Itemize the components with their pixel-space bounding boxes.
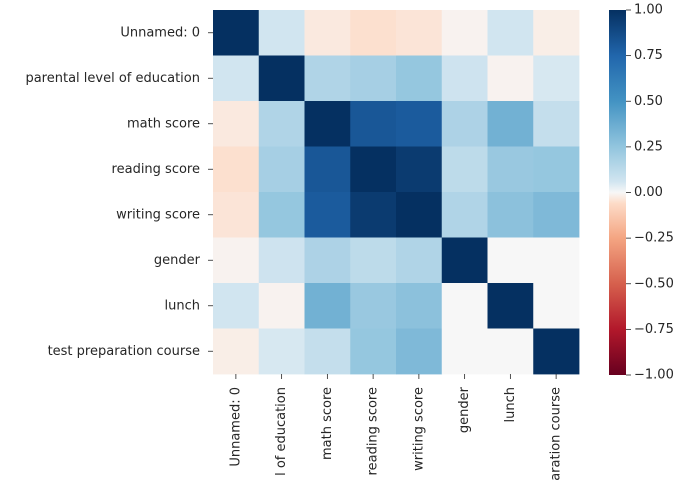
column-tick-label: l of education bbox=[274, 387, 289, 476]
colorbar-tick-label: 0.50 bbox=[634, 94, 663, 109]
row-tick-label: parental level of education bbox=[25, 71, 200, 86]
column-tick-label: aration course bbox=[549, 387, 564, 481]
heatmap-cell bbox=[441, 10, 488, 56]
heatmap-cell bbox=[533, 55, 580, 102]
heatmap-cell bbox=[487, 101, 534, 147]
heatmap-cell bbox=[487, 55, 534, 102]
heatmap-cell bbox=[304, 146, 351, 193]
heatmap-cell bbox=[487, 10, 534, 56]
heatmap-cell bbox=[304, 101, 351, 147]
heatmap-cell bbox=[258, 283, 305, 329]
heatmap-cell bbox=[213, 146, 260, 193]
heatmap-cell bbox=[304, 55, 351, 102]
row-tick-label: lunch bbox=[165, 298, 200, 313]
heatmap-cell bbox=[396, 283, 443, 329]
colorbar-tick-label: 0.25 bbox=[634, 139, 663, 154]
row-tick-label: Unnamed: 0 bbox=[120, 25, 200, 40]
heatmap-cell bbox=[258, 192, 305, 238]
heatmap-cell bbox=[350, 101, 397, 147]
column-tick-label: Unnamed: 0 bbox=[228, 387, 243, 467]
heatmap-cell bbox=[441, 192, 488, 238]
heatmap-cell bbox=[396, 192, 443, 238]
heatmap-cell bbox=[441, 237, 488, 284]
heatmap-cell bbox=[258, 10, 305, 56]
heatmap-cell bbox=[258, 55, 305, 102]
heatmap-cell bbox=[396, 55, 443, 102]
heatmap-cell bbox=[441, 283, 488, 329]
heatmap-cell bbox=[396, 146, 443, 193]
heatmap-cell bbox=[396, 237, 443, 284]
colorbar-tick-label: 0.75 bbox=[634, 48, 663, 63]
row-tick-label: math score bbox=[127, 116, 200, 131]
heatmap-cell bbox=[396, 101, 443, 147]
heatmap-cell bbox=[213, 10, 260, 56]
colorbar: 1.00 0.75 0.50 0.25 0.00 −0.25 −0.50 −0.75 −1.00 bbox=[609, 3, 674, 383]
heatmap-cell bbox=[487, 283, 534, 329]
heatmap-cell bbox=[396, 10, 443, 56]
colorbar-tick-label: −1.00 bbox=[634, 368, 674, 383]
heatmap-cell bbox=[487, 146, 534, 193]
row-tick-label: test preparation course bbox=[48, 344, 200, 359]
heatmap-cell bbox=[441, 146, 488, 193]
heatmap-cell bbox=[350, 237, 397, 284]
heatmap-cell bbox=[350, 10, 397, 56]
colorbar-tick-label: −0.75 bbox=[634, 322, 674, 337]
column-tick-label: lunch bbox=[503, 387, 518, 422]
heatmap-cell bbox=[350, 283, 397, 329]
heatmap-cell bbox=[441, 101, 488, 147]
heatmap-cell bbox=[213, 328, 260, 375]
colorbar-tick-label: −0.25 bbox=[634, 231, 674, 246]
row-labels: Unnamed: 0 parental level of education mat… bbox=[25, 25, 213, 359]
heatmap-cell bbox=[350, 55, 397, 102]
heatmap-cell bbox=[304, 283, 351, 329]
heatmap-cell bbox=[533, 101, 580, 147]
column-tick-label: math score bbox=[320, 387, 335, 460]
heatmap-cell bbox=[533, 237, 580, 284]
heatmap-cell bbox=[304, 237, 351, 284]
heatmap-cells bbox=[213, 10, 580, 375]
heatmap-cell bbox=[350, 192, 397, 238]
row-tick-label: reading score bbox=[112, 162, 200, 177]
heatmap-cell bbox=[487, 237, 534, 284]
heatmap-cell bbox=[258, 101, 305, 147]
heatmap-cell bbox=[258, 146, 305, 193]
colorbar-tick-label: 0.00 bbox=[634, 185, 663, 200]
heatmap-cell bbox=[213, 101, 260, 147]
column-tick-label: writing score bbox=[411, 387, 426, 471]
heatmap-cell bbox=[258, 237, 305, 284]
heatmap-cell bbox=[487, 192, 534, 238]
heatmap-cell bbox=[533, 10, 580, 56]
heatmap-cell bbox=[533, 283, 580, 329]
row-tick-label: writing score bbox=[116, 207, 200, 222]
heatmap-cell bbox=[350, 328, 397, 375]
heatmap-cell bbox=[350, 146, 397, 193]
heatmap-cell bbox=[441, 328, 488, 375]
heatmap-cell bbox=[304, 192, 351, 238]
heatmap-cell bbox=[213, 192, 260, 238]
heatmap-cell bbox=[304, 10, 351, 56]
heatmap-cell bbox=[487, 328, 534, 375]
colorbar-tick-label: 1.00 bbox=[634, 3, 663, 18]
heatmap-cell bbox=[258, 328, 305, 375]
column-labels: Unnamed: 0 l of education math score readin… bbox=[228, 374, 564, 481]
heatmap-cell bbox=[396, 328, 443, 375]
heatmap-cell bbox=[533, 146, 580, 193]
heatmap-cell bbox=[533, 192, 580, 238]
column-tick-label: reading score bbox=[366, 387, 381, 475]
heatmap-cell bbox=[213, 237, 260, 284]
heatmap-cell bbox=[533, 328, 580, 375]
column-tick-label: gender bbox=[457, 386, 472, 433]
colorbar-tick-label: −0.50 bbox=[634, 276, 674, 291]
heatmap-cell bbox=[304, 328, 351, 375]
heatmap-cell bbox=[213, 55, 260, 102]
heatmap-cell bbox=[441, 55, 488, 102]
row-tick-label: gender bbox=[154, 253, 201, 268]
colorbar-gradient bbox=[609, 10, 626, 375]
heatmap-cell bbox=[213, 283, 260, 329]
